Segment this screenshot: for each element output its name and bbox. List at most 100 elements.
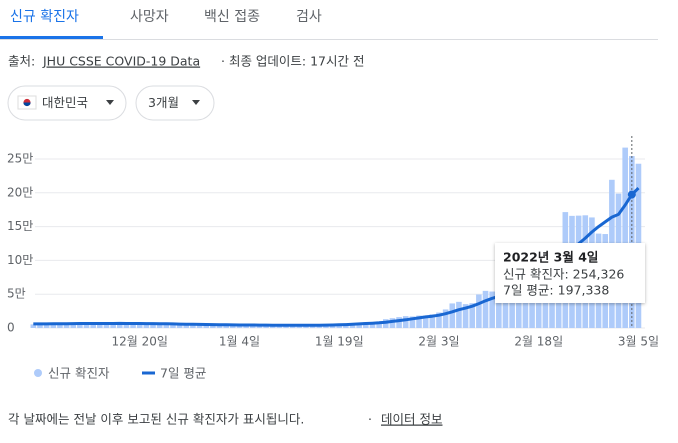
bar (190, 324, 196, 328)
bar (496, 291, 502, 328)
bar (136, 322, 143, 328)
bar (356, 322, 362, 328)
region: 대한민국 (42, 95, 88, 110)
bar (376, 322, 382, 328)
x-tick-label: 2월 3일 (418, 335, 459, 349)
bar (83, 323, 90, 328)
plot: 0 5만 10만 15만 20만 25만 12월 20일 1월 4일 1월 19일 2월 3일 2월… (7, 136, 659, 381)
bar (57, 323, 63, 328)
x-tick-label: 2월 18일 (514, 335, 563, 349)
bar (469, 303, 476, 328)
tooltip-cases: 신규 확진자: 254,326 (503, 267, 624, 282)
bar (156, 323, 163, 328)
tab[interactable]: 백신 접종 (204, 9, 260, 25)
period: 3개월 (148, 95, 179, 110)
region-chip[interactable] (7, 85, 127, 121)
bar (476, 294, 482, 328)
bar (243, 325, 249, 328)
tooltip-date: 2022년 3월 4일 (503, 250, 598, 265)
bar (622, 147, 628, 328)
y-tick-label: 15만 (7, 219, 33, 233)
bar (323, 325, 329, 328)
footer-link[interactable]: 데이터 정보 (381, 412, 442, 427)
bar (103, 322, 110, 328)
bar (37, 324, 43, 328)
bar (170, 324, 176, 328)
y-tick-label: 5만 (7, 287, 26, 301)
bar (396, 317, 402, 328)
bar (402, 316, 409, 328)
x-tick-label: 12월 20일 (112, 335, 168, 349)
y-tick-label: 25만 (7, 152, 33, 166)
bar (130, 324, 136, 328)
bar (462, 304, 469, 328)
bar (77, 323, 83, 328)
bar (30, 324, 37, 328)
x-tick-label: 3월 5일 (618, 335, 659, 349)
bar (429, 314, 436, 328)
bar (269, 325, 276, 328)
bar (90, 324, 96, 328)
tooltip (495, 243, 645, 303)
bar (223, 325, 229, 328)
bar (363, 322, 369, 328)
footer-note: 각 날짜에는 전날 이후 보고된 신규 확진자가 표시됩니다. (8, 412, 304, 427)
dropdown-arrow (192, 100, 200, 105)
tooltip-average: 7일 평균: 197,338 (503, 283, 609, 298)
bar (389, 318, 396, 328)
bar (489, 291, 495, 328)
bar (43, 325, 50, 328)
bar (509, 291, 515, 328)
bar (369, 322, 376, 328)
bar (203, 324, 210, 328)
bar (515, 289, 522, 328)
bar (230, 325, 236, 328)
y-tick-label: 20만 (7, 185, 33, 199)
bar (442, 309, 449, 328)
dropdown-arrow (106, 100, 114, 105)
bar (422, 315, 429, 328)
source-label: 출처: (8, 54, 35, 69)
hover-point (627, 190, 636, 199)
bar (50, 323, 57, 328)
bar (116, 322, 123, 328)
legend-label: 7일 평균 (160, 366, 206, 381)
bar (143, 322, 150, 328)
legend-swatch (34, 369, 42, 377)
bar (110, 322, 116, 328)
tab[interactable]: 검사 (296, 9, 322, 25)
x-tick-label: 1월 4일 (219, 335, 260, 349)
bar (196, 324, 203, 328)
bar (63, 323, 70, 328)
bar (183, 324, 190, 328)
bar (163, 324, 170, 328)
tab-active[interactable]: 신규 확진자 (10, 9, 79, 25)
updated: · 최종 업데이트: 17시간 전 (221, 54, 365, 69)
bar (409, 316, 416, 328)
y-tick-label: 10만 (7, 253, 33, 267)
separator: · (368, 412, 372, 427)
bar (482, 290, 489, 328)
source-link[interactable]: JHU CSSE COVID-19 Data (42, 54, 200, 69)
bar (629, 156, 635, 328)
bar (436, 312, 442, 328)
y-tick-label: 0 (7, 321, 15, 335)
flag-emblem (23, 102, 31, 107)
bar (456, 301, 462, 328)
legend-label: 신규 확진자 (48, 366, 110, 381)
tab[interactable]: 사망자 (130, 9, 169, 25)
period-chip[interactable] (135, 85, 215, 121)
bar (97, 324, 103, 328)
bar (416, 315, 422, 328)
x-tick-label: 1월 19일 (315, 335, 364, 349)
bar (70, 323, 77, 328)
divider (0, 39, 658, 40)
bar (123, 323, 130, 328)
bar (502, 289, 509, 328)
bar (449, 303, 456, 328)
tab-indicator (0, 36, 103, 39)
bar (276, 325, 283, 328)
bar (216, 325, 223, 328)
